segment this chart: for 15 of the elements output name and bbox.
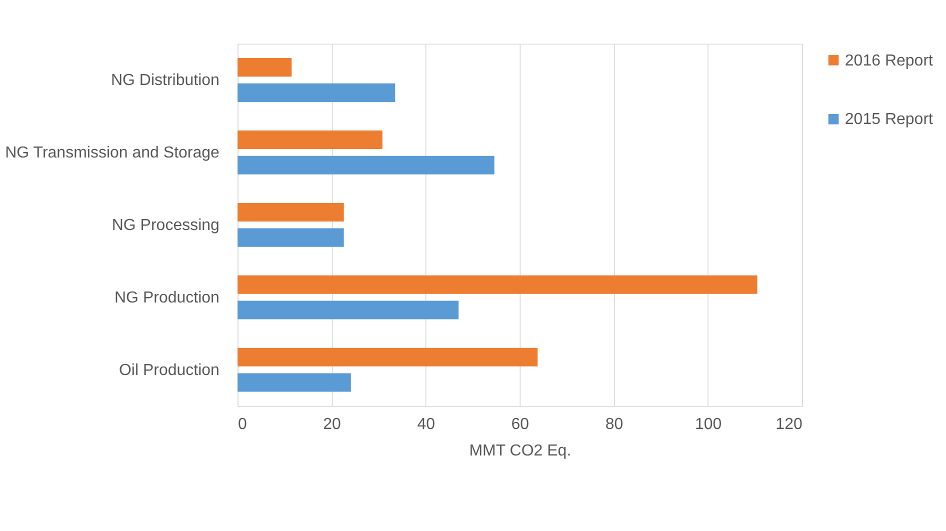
y-tick-label: NG Distribution [110,72,220,90]
y-tick-label: NG Production [114,289,220,306]
legend-label: 2015 Report [844,111,934,128]
x-tick-label: 60 [511,416,530,434]
x-tick-label: 0 [238,416,247,434]
y-tick-label: NG Processing [112,216,220,234]
y-tick-label: NG Transmission and Storage [5,144,220,162]
x-axis-title: MMT CO2 Eq. [469,442,572,460]
x-tick-label: 80 [605,416,624,434]
x-tick-label: 20 [323,416,342,434]
x-tick-label: 120 [776,416,802,434]
x-tick-label: 40 [417,416,436,434]
x-tick-label: 100 [694,416,722,434]
legend-label: 2016 Report [844,52,934,70]
y-tick-label: Oil Production [118,362,220,379]
